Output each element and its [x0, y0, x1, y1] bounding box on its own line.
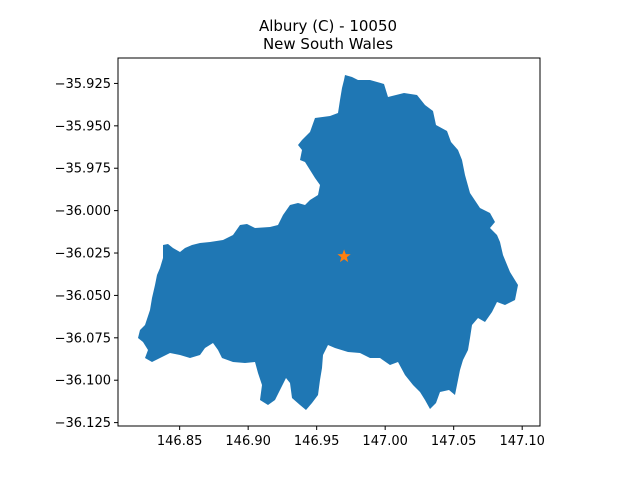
y-tick-label: −35.925 [55, 77, 111, 92]
y-tick-label: −35.975 [55, 162, 111, 177]
centroid-star-marker [337, 249, 351, 263]
plot-frame [117, 57, 541, 427]
y-tick-label: −36.075 [55, 331, 111, 346]
y-tick-label: −36.050 [55, 289, 111, 304]
x-tick-label: 147.10 [499, 434, 545, 449]
y-axis: −35.925 −35.950 −35.975 −36.000 −36.025 −36.0… [55, 77, 118, 431]
x-tick-label: 147.05 [431, 434, 477, 449]
x-tick-label: 146.95 [294, 434, 340, 449]
y-tick-label: −36.000 [55, 204, 111, 219]
map-title-line-2: New South Wales [263, 35, 393, 53]
y-tick-label: −36.100 [55, 374, 111, 389]
map-title-line-1: Albury (C) - 10050 [259, 17, 397, 35]
x-axis: 146.85 146.90 146.95 147.00 147.05 147.10 [157, 426, 545, 449]
albury-region-shape [138, 75, 518, 410]
x-tick-label: 147.00 [362, 434, 408, 449]
plot-area [138, 75, 518, 410]
y-tick-label: −35.950 [55, 119, 111, 134]
x-tick-label: 146.90 [225, 434, 271, 449]
y-tick-label: −36.125 [55, 416, 111, 431]
y-tick-label: −36.025 [55, 247, 111, 262]
x-tick-label: 146.85 [157, 434, 203, 449]
